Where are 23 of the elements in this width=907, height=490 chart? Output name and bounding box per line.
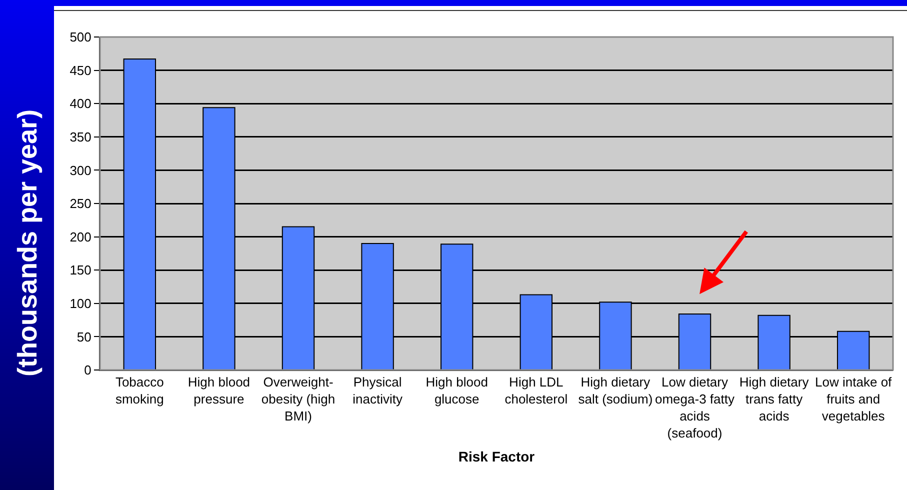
y-tick-label: 0 xyxy=(84,362,92,378)
y-tick-label: 200 xyxy=(70,229,92,244)
x-tick-label: Low dietary omega-3 fatty acids (seafood) xyxy=(655,374,735,440)
x-axis-title: Risk Factor xyxy=(458,448,536,465)
y-axis-title: (thousands per year) xyxy=(12,109,42,376)
y-tick-label: 450 xyxy=(70,62,92,78)
y-tick-label: 50 xyxy=(76,329,92,344)
x-tick-label: High LDL cholesterol xyxy=(504,374,568,406)
y-tick-label: 300 xyxy=(70,162,92,178)
x-tick-label: Overweight-obesity (high BMI) xyxy=(261,374,336,424)
x-tick-label: High blood pressure xyxy=(188,374,250,406)
x-tick-label: Low intake of fruits and vegetables xyxy=(815,374,892,424)
y-tick-label: 150 xyxy=(70,262,92,278)
y-tick-label: 400 xyxy=(70,96,92,112)
x-tick-label: High blood glucose xyxy=(426,374,488,406)
x-tick-label: Tobacco smoking xyxy=(115,374,164,406)
y-tick-label: 100 xyxy=(70,296,92,311)
y-tick-label: 500 xyxy=(70,30,92,45)
x-tick-label: Physical inactivity xyxy=(352,374,403,406)
x-tick-label: High dietary trans fatty acids xyxy=(739,374,810,424)
y-tick-label: 350 xyxy=(70,129,92,144)
y-tick-label: 250 xyxy=(70,196,92,212)
x-tick-label: High dietary salt (sodium) xyxy=(578,374,653,406)
